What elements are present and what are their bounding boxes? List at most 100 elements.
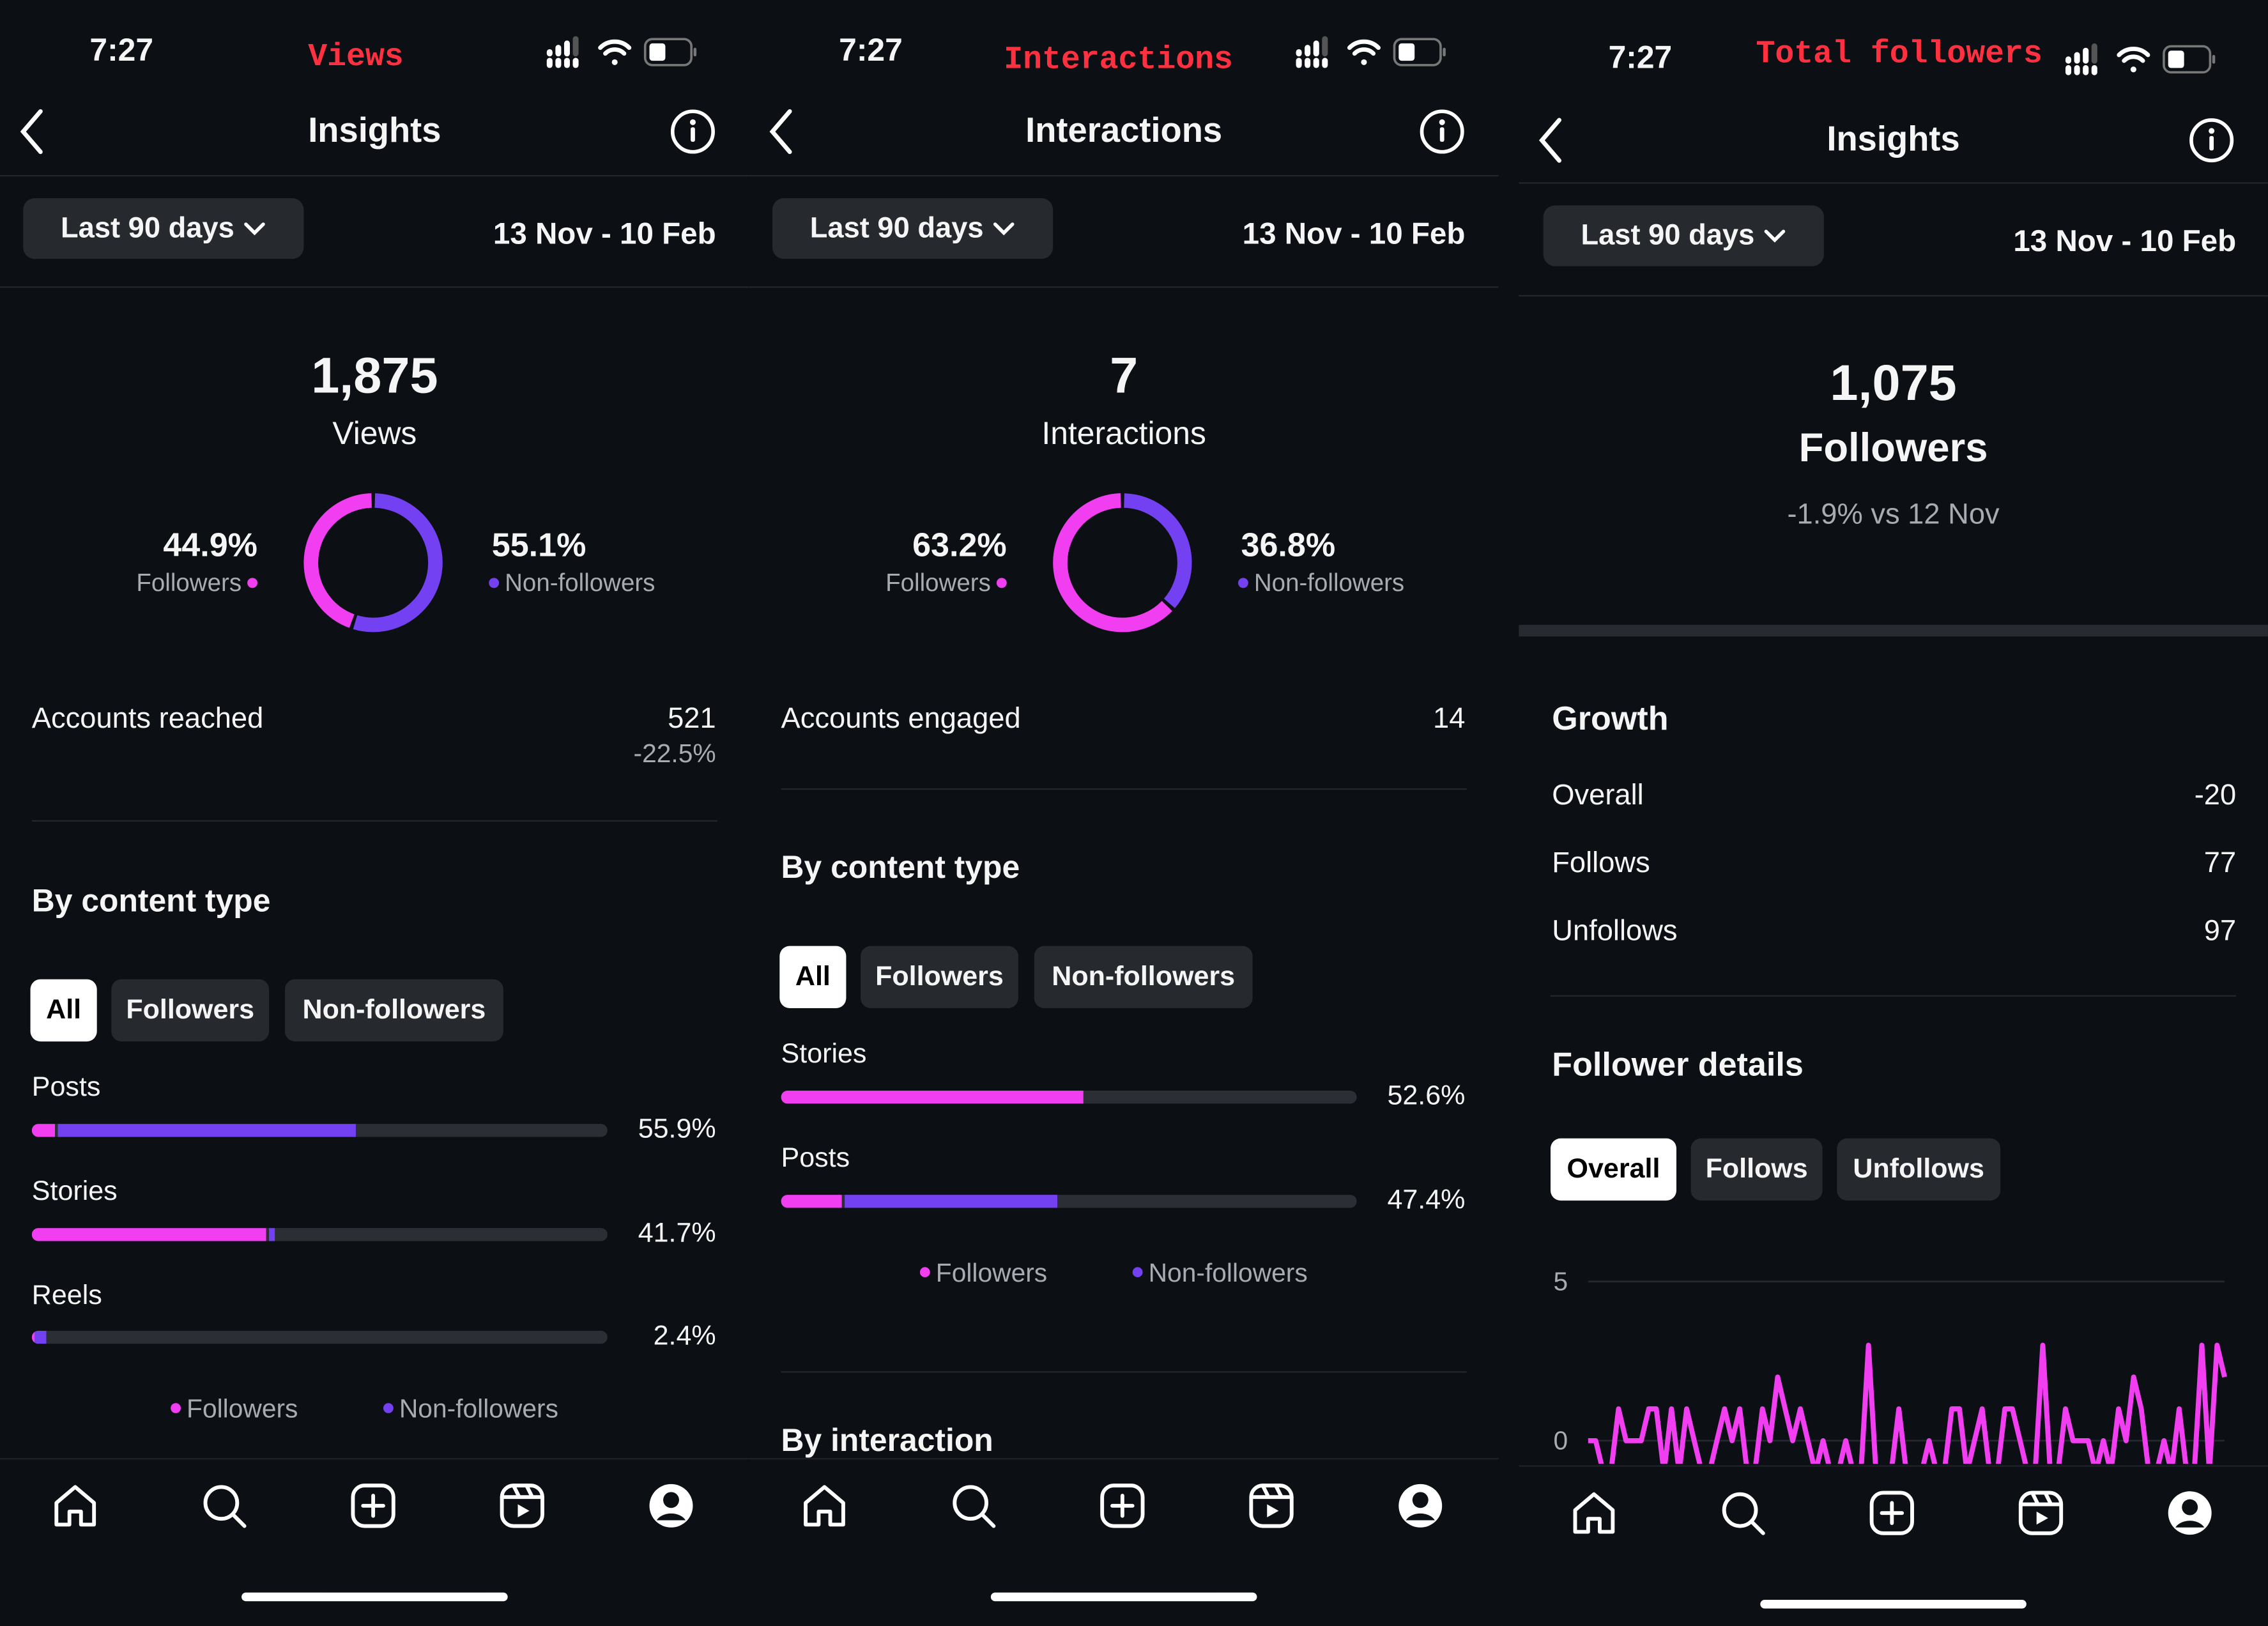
info-icon[interactable] — [670, 109, 716, 155]
status-time: 7:27 — [1608, 39, 1673, 75]
chevron-left-icon[interactable] — [15, 109, 49, 155]
battery-icon — [2163, 45, 2216, 74]
non-followers-dot — [1237, 577, 1248, 588]
content-type-bar — [781, 1195, 1357, 1208]
content-type-bar — [31, 1228, 608, 1241]
date-range-text: 13 Nov - 10 Feb — [1242, 217, 1466, 251]
home-icon[interactable] — [49, 1480, 102, 1532]
followers-change: -1.9% vs 12 Nov — [1787, 499, 2000, 531]
chip-all[interactable]: All — [779, 946, 847, 1009]
wifi-icon — [2117, 47, 2150, 73]
y-tick-label: 0 — [1553, 1426, 1568, 1455]
views-label: Views — [332, 415, 417, 452]
profile-icon[interactable] — [645, 1480, 698, 1532]
legend-label: Non-followers — [1148, 1258, 1308, 1287]
date-range-dropdown[interactable]: Last 90 days — [772, 198, 1054, 259]
non-followers-arc — [303, 493, 443, 633]
by-interaction-title: By interaction — [781, 1422, 993, 1459]
home-indicator — [1760, 1599, 2027, 1609]
legend-label: Non-followers — [399, 1394, 559, 1423]
create-icon[interactable] — [1866, 1487, 1919, 1539]
chip-overall[interactable]: Overall — [1551, 1138, 1676, 1201]
page-title: Insights — [308, 111, 441, 151]
accounts-reached-change: -22.5% — [633, 739, 716, 769]
cellular-signal-icon — [2065, 43, 2097, 75]
annotation-label: Total followers — [1756, 36, 2042, 73]
non-followers-segment — [57, 1124, 356, 1137]
followers-segment — [31, 1124, 55, 1137]
profile-icon[interactable] — [1394, 1480, 1446, 1532]
home-icon[interactable] — [1568, 1487, 1620, 1539]
growth-follows-value: 77 — [2203, 847, 2237, 880]
followers-panel: 7:27 Total followers Insights Last 90 da… — [1519, 0, 2268, 1626]
non-followers-legend: Non-followers — [1232, 571, 1404, 595]
followers-arc — [1053, 493, 1192, 633]
followers-dot — [171, 1403, 181, 1414]
home-icon[interactable] — [799, 1480, 851, 1532]
create-icon[interactable] — [347, 1480, 399, 1532]
bottom-nav-divider — [1519, 1465, 2268, 1467]
followers-percent: 63.2% — [912, 525, 1007, 564]
date-range-dropdown[interactable]: Last 90 days — [1543, 205, 1824, 266]
growth-title: Growth — [1552, 699, 1669, 737]
followers-donut-chart — [303, 493, 443, 633]
bottom-nav-divider — [0, 1458, 749, 1460]
chip-all[interactable]: All — [30, 979, 97, 1042]
bar-label: Stories — [31, 1176, 118, 1208]
content-type-bar — [31, 1124, 608, 1137]
chip-followers[interactable]: Followers — [111, 979, 270, 1042]
legend-followers: Followers — [165, 1396, 298, 1422]
info-icon[interactable] — [1419, 109, 1465, 155]
reels-icon[interactable] — [2015, 1487, 2067, 1539]
chip-followers[interactable]: Followers — [861, 946, 1018, 1009]
reels-icon[interactable] — [496, 1480, 549, 1532]
chevron-down-icon — [243, 221, 266, 236]
followers-donut-chart — [1053, 493, 1192, 633]
date-range-dropdown[interactable]: Last 90 days — [23, 198, 304, 259]
search-icon[interactable] — [198, 1480, 250, 1532]
growth-unfollows-value: 97 — [2203, 916, 2237, 947]
chip-non-followers[interactable]: Non-followers — [285, 979, 503, 1042]
reels-icon[interactable] — [1245, 1480, 1298, 1532]
non-followers-segment — [269, 1228, 275, 1241]
content-type-bar — [781, 1091, 1357, 1104]
info-icon[interactable] — [2188, 117, 2234, 163]
chip-unfollows[interactable]: Unfollows — [1837, 1138, 2001, 1201]
followers-segment — [31, 1228, 266, 1241]
followers-segment — [31, 1330, 34, 1344]
content-type-bar — [31, 1330, 608, 1344]
status-icons — [2065, 42, 2225, 90]
followers-label: Followers — [1798, 425, 1988, 470]
search-icon[interactable] — [947, 1480, 1000, 1532]
followers-legend: Followers — [136, 571, 263, 595]
status-time: 7:27 — [839, 31, 903, 68]
views-total: 1,875 — [311, 348, 438, 404]
create-icon[interactable] — [1096, 1480, 1149, 1532]
legend-non-followers: Non-followers — [1127, 1260, 1308, 1286]
section-title: By content type — [781, 848, 1020, 886]
non-followers-label: Non-followers — [1253, 569, 1405, 597]
bottom-nav-divider — [749, 1458, 1499, 1460]
followers-dot — [247, 577, 257, 588]
non-followers-dot — [383, 1403, 394, 1414]
legend-label: Followers — [935, 1258, 1048, 1287]
legend-label: Followers — [187, 1394, 298, 1423]
search-icon[interactable] — [1717, 1487, 1769, 1539]
followers-label: Followers — [136, 569, 242, 597]
profile-icon[interactable] — [2164, 1487, 2216, 1539]
chip-non-followers[interactable]: Non-followers — [1034, 946, 1253, 1009]
home-indicator — [241, 1592, 508, 1602]
home-indicator — [990, 1592, 1257, 1602]
growth-overall-value: -20 — [2194, 779, 2237, 812]
non-followers-arc — [1053, 493, 1192, 633]
non-followers-legend: Non-followers — [483, 571, 655, 595]
non-followers-segment — [34, 1330, 46, 1344]
chevron-left-icon[interactable] — [1533, 117, 1568, 163]
page-title: Insights — [1827, 119, 1960, 160]
follower-line-chart — [1588, 1280, 2227, 1464]
cellular-signal-icon — [546, 36, 579, 68]
chip-follows[interactable]: Follows — [1690, 1138, 1823, 1201]
growth-follows-label: Follows — [1552, 847, 1650, 880]
chevron-left-icon[interactable] — [763, 109, 798, 155]
bar-value: 2.4% — [653, 1321, 716, 1352]
